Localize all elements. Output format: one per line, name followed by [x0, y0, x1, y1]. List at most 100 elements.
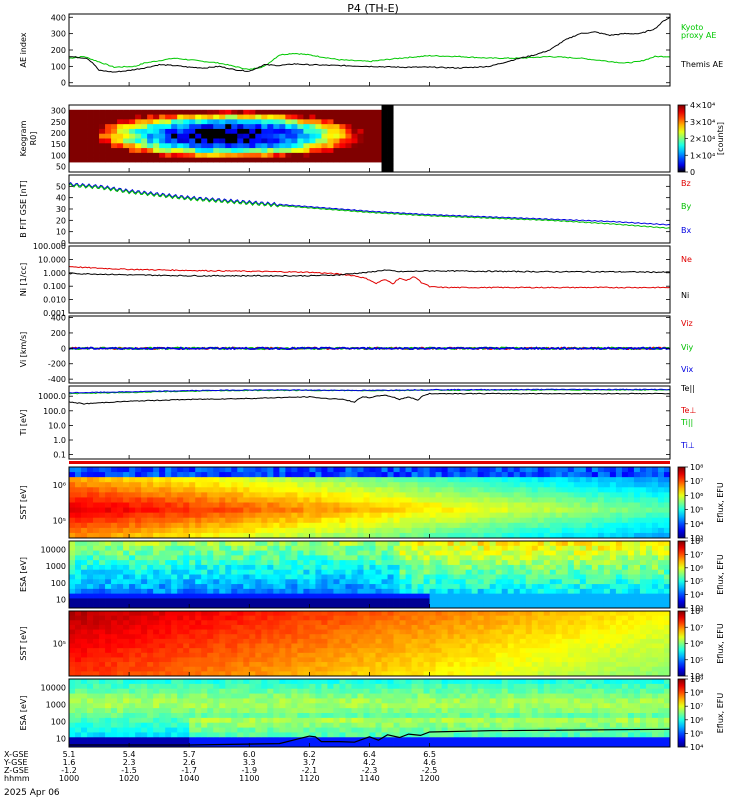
esa_ions-cell	[81, 584, 88, 590]
esa_ions-cell	[423, 588, 430, 595]
esa_ions-cell	[501, 560, 509, 566]
sst_ions-cell	[141, 522, 148, 529]
sst_electrons-cell	[213, 611, 220, 617]
esa_ions-cell	[573, 593, 581, 599]
keogram-cell	[87, 162, 94, 168]
esa_ions-cell	[81, 603, 88, 609]
sst_ions-cell	[363, 482, 370, 488]
sst_electrons-cell	[93, 624, 100, 630]
esa_ions-cell	[615, 569, 623, 575]
keogram-cell	[561, 167, 569, 173]
keogram-cell	[129, 162, 136, 168]
sst_ions-cell	[357, 517, 364, 524]
keogram-cell	[213, 152, 220, 159]
velocity-ytick-label: 200	[51, 329, 66, 338]
sst_ions-cell	[183, 497, 190, 503]
keogram-cell	[255, 114, 262, 120]
keogram-cell	[495, 128, 503, 135]
sst_ions-cell	[639, 502, 647, 508]
esa_ions-cell	[345, 584, 352, 590]
sst_ions-cell	[591, 527, 599, 534]
sst_ions-cell	[579, 497, 587, 503]
sst_ions-cell	[69, 522, 76, 529]
temperature-frame	[68, 385, 671, 460]
esa_ions-cell	[651, 579, 659, 585]
esa_ions-cell	[183, 564, 190, 571]
sst_ions-cell	[357, 492, 364, 498]
keogram-cell	[399, 148, 406, 154]
esa_ions-cell	[129, 564, 136, 571]
keogram-cell	[465, 138, 473, 144]
esa_ions-cell	[603, 579, 611, 585]
esa_ions-cell	[351, 541, 358, 547]
sst_electrons-cell	[159, 634, 166, 640]
keogram-cell	[633, 119, 641, 125]
esa_ions-cell	[225, 584, 232, 590]
esa_ions-cell	[639, 564, 647, 571]
sst_ions-cell	[417, 477, 424, 483]
sst_electrons-cell	[93, 620, 100, 626]
keogram-cell	[633, 167, 641, 173]
sst_electrons-cell	[219, 666, 226, 672]
sst_ions-cell	[117, 477, 124, 483]
esa_ions-cell	[87, 603, 94, 609]
sst_ions-cell	[489, 517, 497, 524]
sst_ions-cell	[561, 507, 569, 514]
sst_ions-cell	[615, 532, 623, 539]
keogram-cell	[615, 133, 623, 139]
esa_ions-cell	[615, 555, 623, 561]
keogram-cell	[399, 114, 406, 120]
keogram-cell	[393, 143, 400, 149]
esa_ions-cell	[525, 541, 533, 547]
keogram-cell	[387, 124, 394, 130]
keogram-cell	[99, 138, 106, 144]
sst_ions-cell	[411, 512, 418, 519]
sst_electrons-cell	[189, 634, 196, 640]
keogram-cell	[213, 114, 220, 120]
sst_ions-cell	[447, 512, 455, 519]
keogram-cell	[159, 157, 166, 163]
keogram-cell	[591, 148, 599, 154]
esa_ions-cell	[495, 584, 503, 590]
esa_ions-cell	[405, 579, 412, 585]
keogram-cell	[573, 162, 581, 168]
esa_ions-cell	[135, 584, 142, 590]
keogram-cell	[117, 114, 124, 120]
ae-ytick-label: 400	[51, 13, 66, 22]
esa_ions-cell	[297, 564, 304, 571]
sst_electrons-cell	[99, 666, 106, 672]
keogram-cell	[327, 148, 334, 154]
keogram-cell	[273, 124, 280, 130]
keogram-cell	[99, 157, 106, 163]
sst_electrons-cell	[147, 662, 154, 668]
esa_ions-cell	[513, 584, 521, 590]
keogram-cell	[507, 138, 515, 144]
keogram-cell	[555, 133, 563, 139]
esa_ions-cell	[219, 560, 226, 566]
esa_ions-cell	[615, 550, 623, 556]
sst_ions-cell	[507, 487, 515, 493]
sst_ions-cell	[231, 467, 238, 473]
sst_ions-cell	[117, 487, 124, 493]
sst_ions-cell	[639, 467, 647, 473]
keogram-cell	[399, 133, 406, 139]
esa_ions-cell	[453, 574, 461, 580]
sst_ions-cell	[141, 532, 148, 539]
sst_ions-cell	[429, 522, 437, 529]
sst_ions-cell	[189, 482, 196, 488]
keogram-cell	[75, 157, 82, 163]
keogram-cell	[357, 167, 364, 173]
esa_ions-cell	[219, 579, 226, 585]
sst_electrons-cell	[261, 638, 268, 644]
keogram-cell	[435, 119, 443, 125]
esa_ions-cell	[603, 560, 611, 566]
sst_ions-cell	[375, 477, 382, 483]
ae-ytick-label: 300	[51, 30, 66, 39]
esa_ions-cell	[537, 541, 545, 547]
sst_electrons-cell	[303, 643, 310, 649]
esa_ions-cell	[363, 569, 370, 575]
sst_ions-cell	[285, 492, 292, 498]
esa_ions-cell	[165, 598, 172, 604]
keogram-cell	[363, 152, 370, 159]
keogram-cell	[339, 152, 346, 159]
